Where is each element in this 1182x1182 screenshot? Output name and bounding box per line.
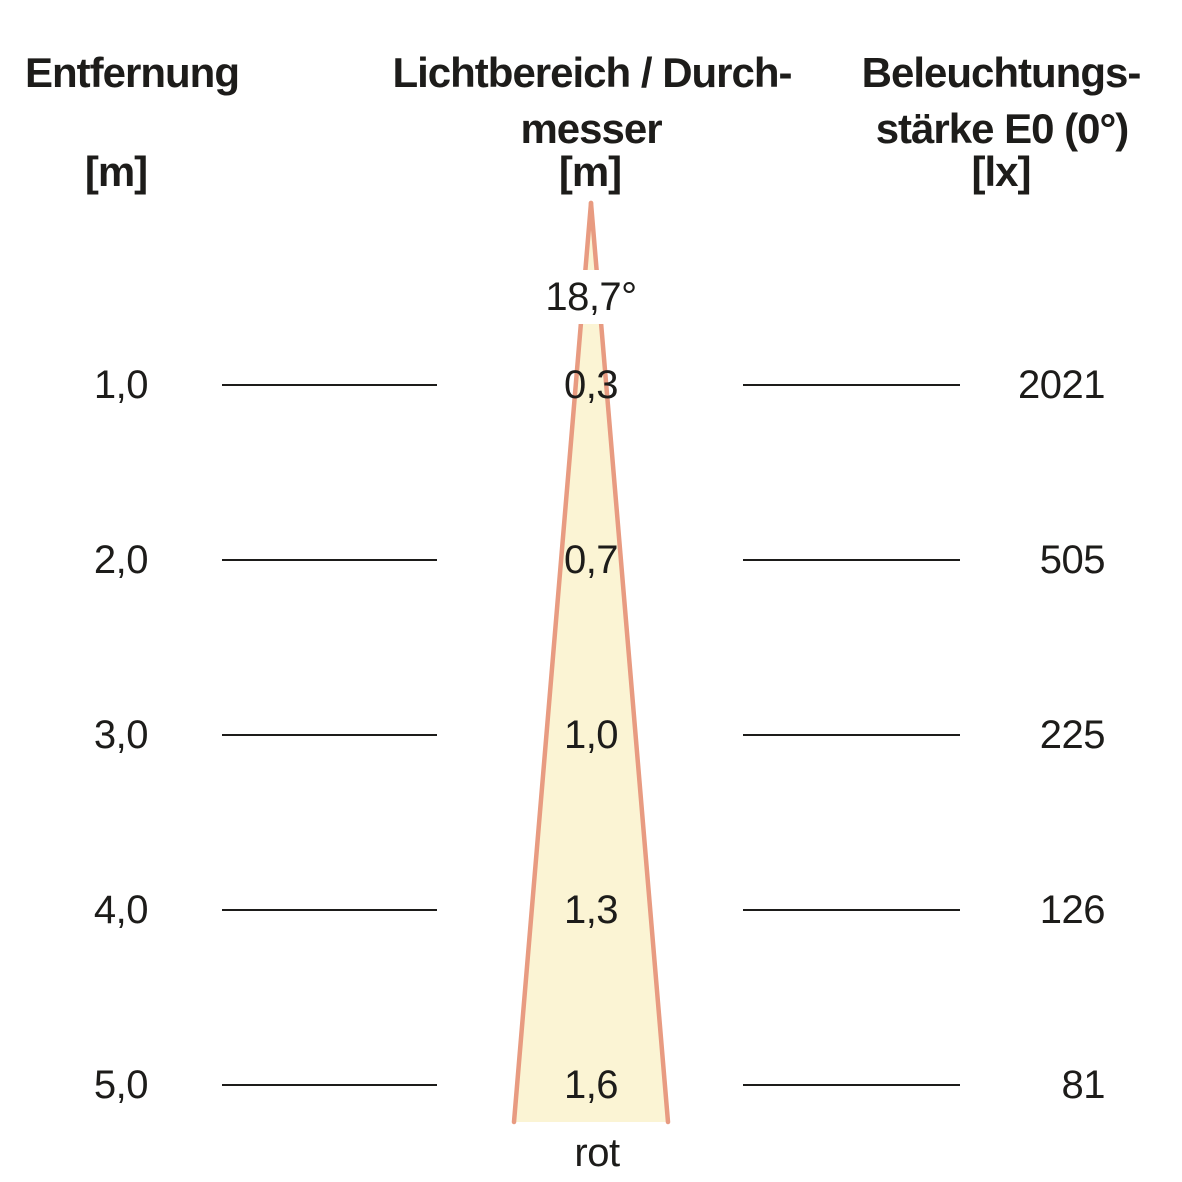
- illuminance-value: 225: [1039, 713, 1106, 757]
- beam-cone-fill: [514, 203, 668, 1122]
- distance-value: 4,0: [93, 888, 149, 932]
- illuminance-column-title-line2: stärke E0 (0°): [875, 105, 1130, 152]
- diameter-column-title-line2: messer: [520, 105, 662, 152]
- diameter-column-unit: [m]: [558, 148, 622, 195]
- illuminance-value: 126: [1039, 888, 1106, 932]
- distance-value: 2,0: [93, 538, 149, 582]
- row-left-line: [222, 1084, 437, 1086]
- row-right-line: [743, 559, 960, 561]
- diameter-value: 0,3: [563, 363, 619, 407]
- diameter-value: 1,0: [563, 713, 619, 757]
- beam-color-label: rot: [574, 1131, 620, 1175]
- beam-cone-right-edge: [588, 200, 671, 1125]
- beam-cone-left-edge: [511, 200, 594, 1125]
- row-right-line: [743, 1084, 960, 1086]
- diameter-value: 0,7: [563, 538, 619, 582]
- row-left-line: [222, 384, 437, 386]
- diameter-value: 1,6: [563, 1063, 619, 1107]
- row-left-line: [222, 734, 437, 736]
- row-right-line: [743, 384, 960, 386]
- distance-value: 5,0: [93, 1063, 149, 1107]
- row-left-line: [222, 559, 437, 561]
- distance-column-unit: [m]: [84, 148, 148, 195]
- row-right-line: [743, 909, 960, 911]
- illuminance-column-title-line1: Beleuchtungs-: [861, 49, 1142, 96]
- illuminance-value: 505: [1039, 538, 1106, 582]
- illuminance-column-unit: [lx]: [971, 148, 1032, 195]
- illuminance-value: 81: [1061, 1063, 1106, 1107]
- distance-value: 3,0: [93, 713, 149, 757]
- distance-column-title: Entfernung: [25, 49, 240, 96]
- distance-value: 1,0: [93, 363, 149, 407]
- beam-angle-label: 18,7°: [539, 270, 643, 324]
- row-right-line: [743, 734, 960, 736]
- diameter-value: 1,3: [563, 888, 619, 932]
- diameter-column-title-line1: Lichtbereich / Durch-: [392, 49, 792, 96]
- row-left-line: [222, 909, 437, 911]
- illuminance-value: 2021: [1018, 363, 1105, 407]
